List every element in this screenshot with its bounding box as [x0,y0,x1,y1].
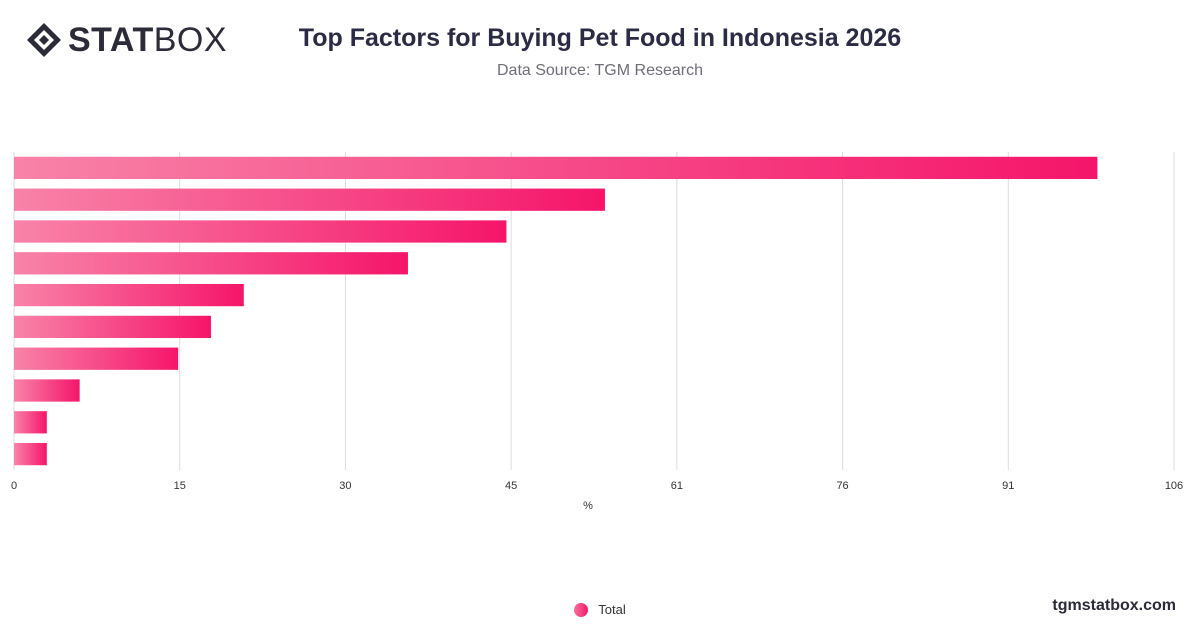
bar[interactable] [14,442,47,466]
logo-text-strong: STAT [68,21,154,59]
footer-source: tgmstatbox.com [1052,597,1176,614]
x-tick-label: 106 [1165,480,1183,492]
chart-subtitle: Data Source: TGM Research [496,62,703,79]
chart-title: Top Factors for Buying Pet Food in Indon… [298,24,902,52]
legend-marker-icon [574,602,589,617]
bar[interactable] [14,188,605,211]
diamond-logo-icon [27,23,61,57]
x-axis-label: % [583,500,593,512]
logo-text: STATBOX [68,22,227,58]
legend[interactable]: Total [0,602,1200,617]
x-tick-label: 91 [1002,480,1014,492]
bar[interactable] [14,347,179,370]
bar[interactable] [14,315,211,339]
statbox-logo: STATBOX [26,22,227,58]
bar-layer [14,156,1098,466]
x-tick-label: 61 [671,480,683,492]
bar[interactable] [14,379,80,402]
bar[interactable] [14,411,47,434]
x-tick-label: 45 [505,480,517,492]
x-tick-label: 15 [174,480,186,492]
x-tick-label: 30 [339,480,351,492]
logo-text-light: BOX [153,21,228,59]
bar[interactable] [14,156,1098,180]
legend-label: Total [598,602,626,617]
tick-layer: 0 15 30 45 61 76 91 106 [11,480,1183,492]
x-tick-label: 0 [11,480,17,492]
bar[interactable] [14,283,244,307]
x-tick-label: 76 [836,480,848,492]
bar[interactable] [14,220,507,243]
bar[interactable] [14,252,408,275]
